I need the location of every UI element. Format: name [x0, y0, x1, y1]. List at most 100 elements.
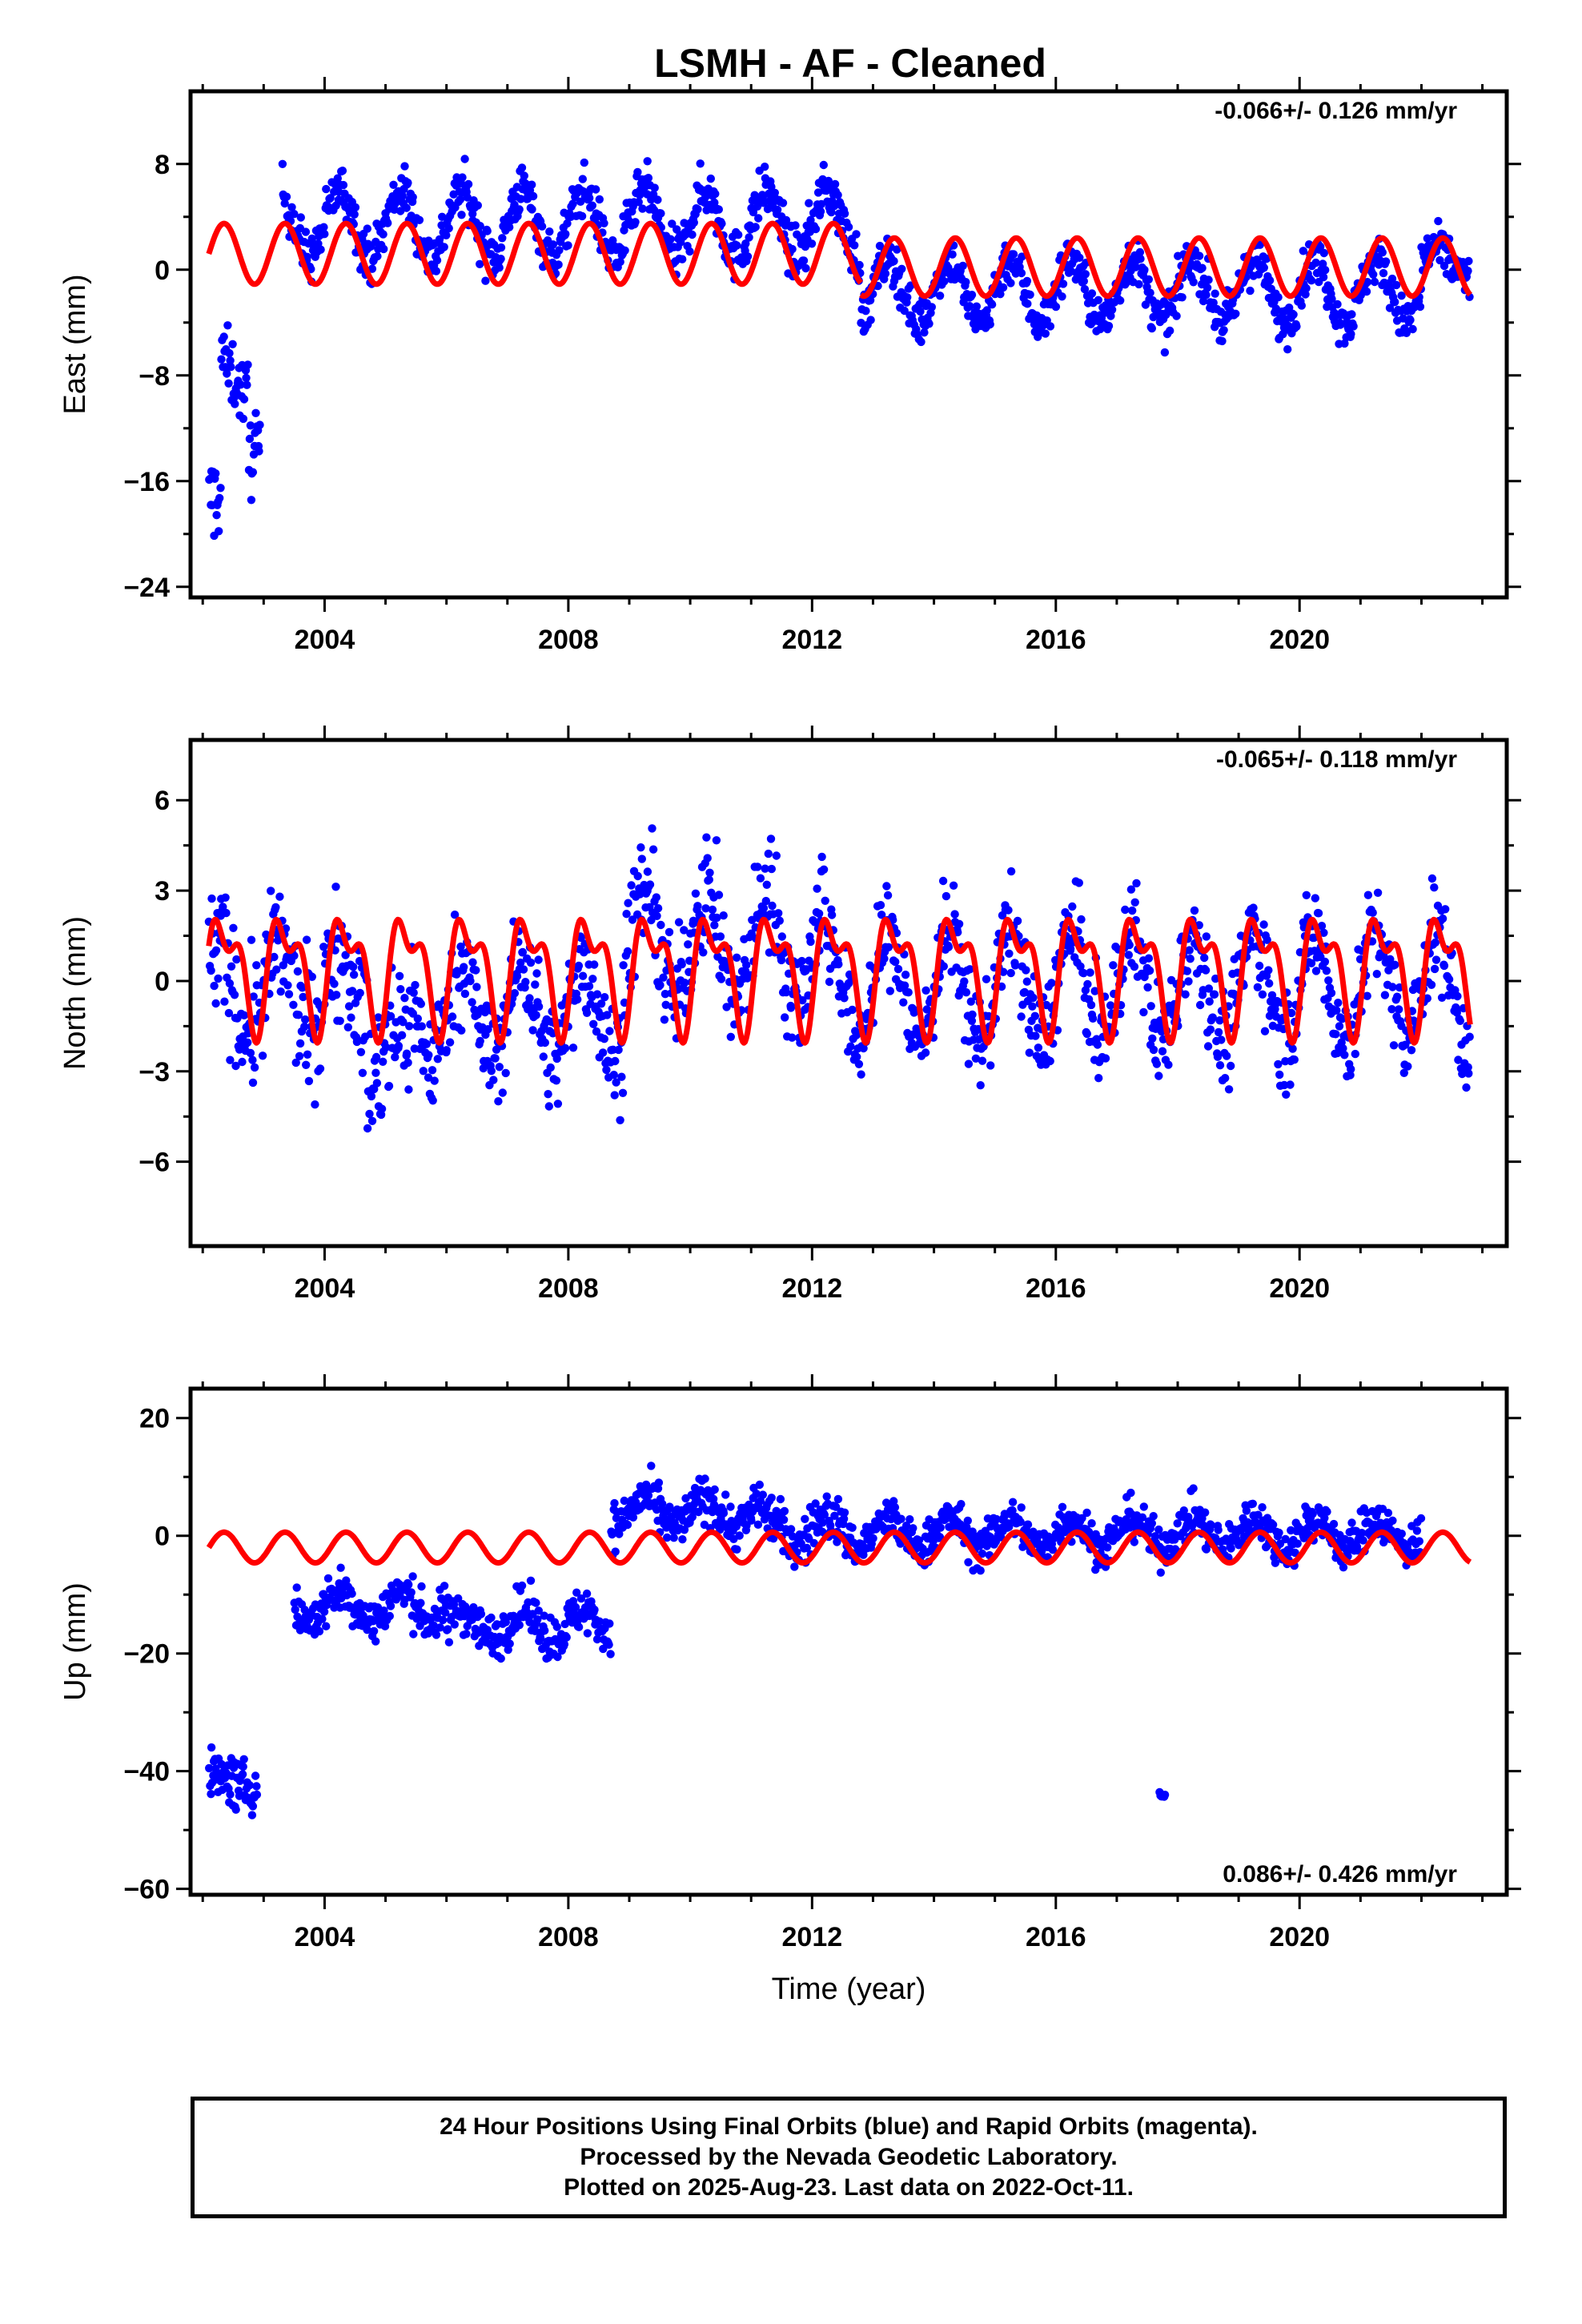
data-point — [476, 222, 484, 231]
data-point — [1051, 302, 1061, 312]
data-point — [854, 1059, 864, 1069]
data-point — [1178, 293, 1186, 302]
data-point — [767, 183, 776, 191]
data-point — [1211, 974, 1220, 983]
data-point — [958, 261, 967, 271]
data-point — [1288, 1044, 1297, 1053]
north-frame — [188, 738, 1509, 1248]
data-point — [1397, 1530, 1407, 1538]
east-points — [205, 155, 1474, 541]
data-point — [628, 915, 637, 924]
data-point — [1293, 1539, 1302, 1548]
data-point — [383, 219, 392, 227]
up-points — [205, 1462, 1472, 1819]
data-point — [1018, 252, 1026, 261]
data-point — [1103, 1543, 1112, 1552]
data-point — [1146, 288, 1154, 297]
data-point — [1292, 322, 1301, 331]
data-point — [1088, 1014, 1098, 1023]
data-point — [1416, 1514, 1426, 1523]
data-point — [1079, 276, 1089, 286]
data-point — [982, 1542, 991, 1550]
data-point — [1370, 277, 1379, 287]
data-point — [909, 1524, 917, 1533]
data-point — [1154, 1525, 1163, 1534]
data-point — [1259, 263, 1269, 272]
data-point — [1320, 957, 1330, 967]
data-point — [456, 195, 465, 204]
data-point — [755, 1480, 764, 1490]
data-point — [891, 957, 900, 967]
data-point — [389, 180, 398, 189]
data-point — [1009, 250, 1018, 259]
data-point — [311, 1100, 319, 1109]
data-point — [1223, 1051, 1231, 1060]
data-point — [515, 1621, 524, 1630]
y-tick-label: 8 — [155, 150, 170, 180]
data-point — [239, 1762, 247, 1771]
data-point — [395, 971, 404, 981]
data-point — [344, 1002, 354, 1011]
figure-title: LSMH - AF - Cleaned — [654, 41, 1046, 86]
data-point — [734, 231, 743, 239]
x-tick-label: 2016 — [1026, 1922, 1086, 1952]
data-point — [371, 1637, 380, 1646]
data-point — [291, 1605, 299, 1614]
data-point — [935, 292, 945, 300]
data-point — [230, 991, 239, 999]
data-point — [833, 1538, 841, 1546]
data-point — [468, 958, 477, 967]
data-point — [552, 1622, 561, 1631]
data-point — [680, 1526, 689, 1534]
data-point — [904, 988, 913, 997]
data-point — [767, 1494, 776, 1502]
data-point — [371, 1052, 381, 1062]
data-point — [1126, 885, 1136, 894]
data-point — [781, 987, 791, 997]
data-point — [761, 163, 769, 171]
data-point — [592, 990, 602, 999]
east-frame — [188, 89, 1509, 600]
data-point — [797, 956, 806, 966]
data-point — [1267, 991, 1277, 1000]
data-point — [1109, 961, 1118, 970]
data-point — [472, 983, 481, 991]
data-point — [1172, 312, 1181, 320]
data-point — [363, 1124, 372, 1133]
data-point — [302, 935, 311, 944]
data-point — [347, 987, 357, 995]
data-point — [889, 256, 898, 266]
data-point — [562, 1633, 571, 1642]
data-point — [677, 960, 686, 969]
data-point — [788, 1033, 797, 1042]
x-tick-label: 2004 — [295, 1922, 355, 1952]
data-point — [450, 1620, 459, 1629]
y-tick-label: 3 — [155, 876, 170, 907]
data-point — [211, 946, 221, 955]
data-point — [335, 1016, 344, 1026]
data-point — [1255, 240, 1265, 249]
data-point — [644, 1491, 653, 1500]
data-point — [1143, 983, 1152, 992]
data-point — [1058, 1502, 1067, 1512]
data-point — [409, 988, 418, 997]
data-point — [633, 167, 642, 177]
data-point — [398, 191, 407, 200]
data-point — [772, 851, 781, 860]
data-point — [1347, 1064, 1355, 1074]
data-point — [1201, 966, 1211, 975]
data-point — [1190, 906, 1199, 915]
data-point — [1452, 1008, 1462, 1017]
data-point — [450, 911, 460, 919]
data-point — [1189, 1484, 1198, 1493]
data-point — [893, 964, 903, 974]
data-point — [338, 167, 347, 175]
data-point — [332, 991, 341, 999]
data-point — [884, 943, 893, 952]
data-point — [805, 956, 813, 965]
data-point — [272, 965, 281, 974]
data-point — [303, 1050, 312, 1059]
data-point — [231, 1061, 240, 1071]
data-point — [367, 1116, 377, 1126]
data-point — [645, 880, 655, 889]
